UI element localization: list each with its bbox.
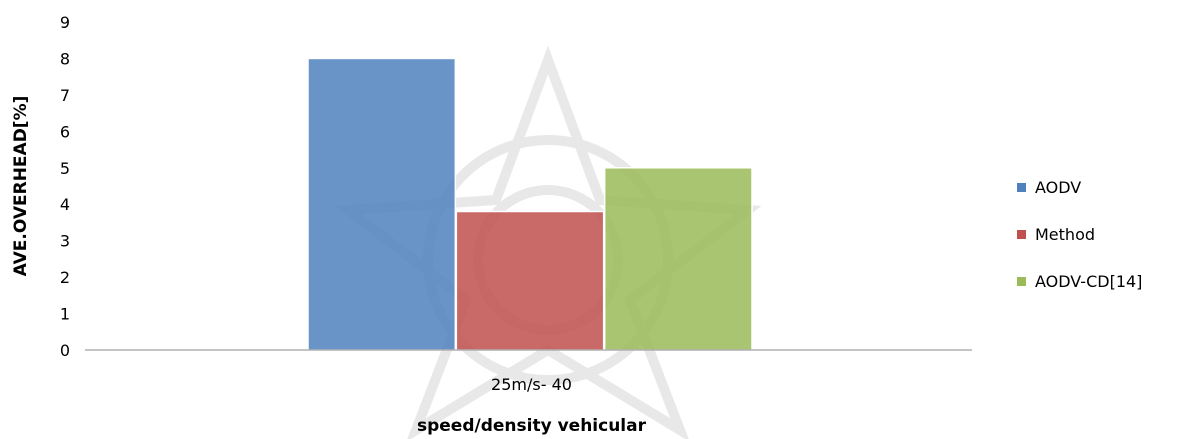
bars xyxy=(307,57,753,351)
legend: AODV Method AODV-CD[14] xyxy=(1017,178,1142,291)
legend-swatch xyxy=(1017,230,1026,239)
y-tick-label: 4 xyxy=(60,195,70,214)
y-tick-label: 2 xyxy=(60,268,70,287)
y-tick-label: 8 xyxy=(60,49,70,68)
bar-aodv-cd-14 xyxy=(603,167,753,351)
legend-label: Method xyxy=(1035,225,1095,244)
y-tick-label: 3 xyxy=(60,232,70,251)
y-axis-ticks: 0 1 2 3 4 5 6 7 8 9 xyxy=(60,13,70,360)
x-tick-label: 25m/s- 40 xyxy=(491,375,572,394)
legend-swatch xyxy=(1017,277,1026,286)
y-tick-label: 7 xyxy=(60,86,70,105)
legend-label: AODV xyxy=(1035,178,1081,197)
y-tick-label: 9 xyxy=(60,13,70,32)
y-tick-label: 1 xyxy=(60,305,70,324)
x-axis-title: speed/density vehicular xyxy=(417,416,647,436)
bar-method xyxy=(455,210,605,351)
bar-aodv xyxy=(307,57,457,351)
y-tick-label: 6 xyxy=(60,122,70,141)
y-tick-label: 5 xyxy=(60,159,70,178)
y-axis-title: AVE.OVERHEAD[%] xyxy=(11,96,31,277)
legend-label: AODV-CD[14] xyxy=(1035,272,1142,291)
legend-swatch xyxy=(1017,183,1026,192)
y-tick-label: 0 xyxy=(60,341,70,360)
